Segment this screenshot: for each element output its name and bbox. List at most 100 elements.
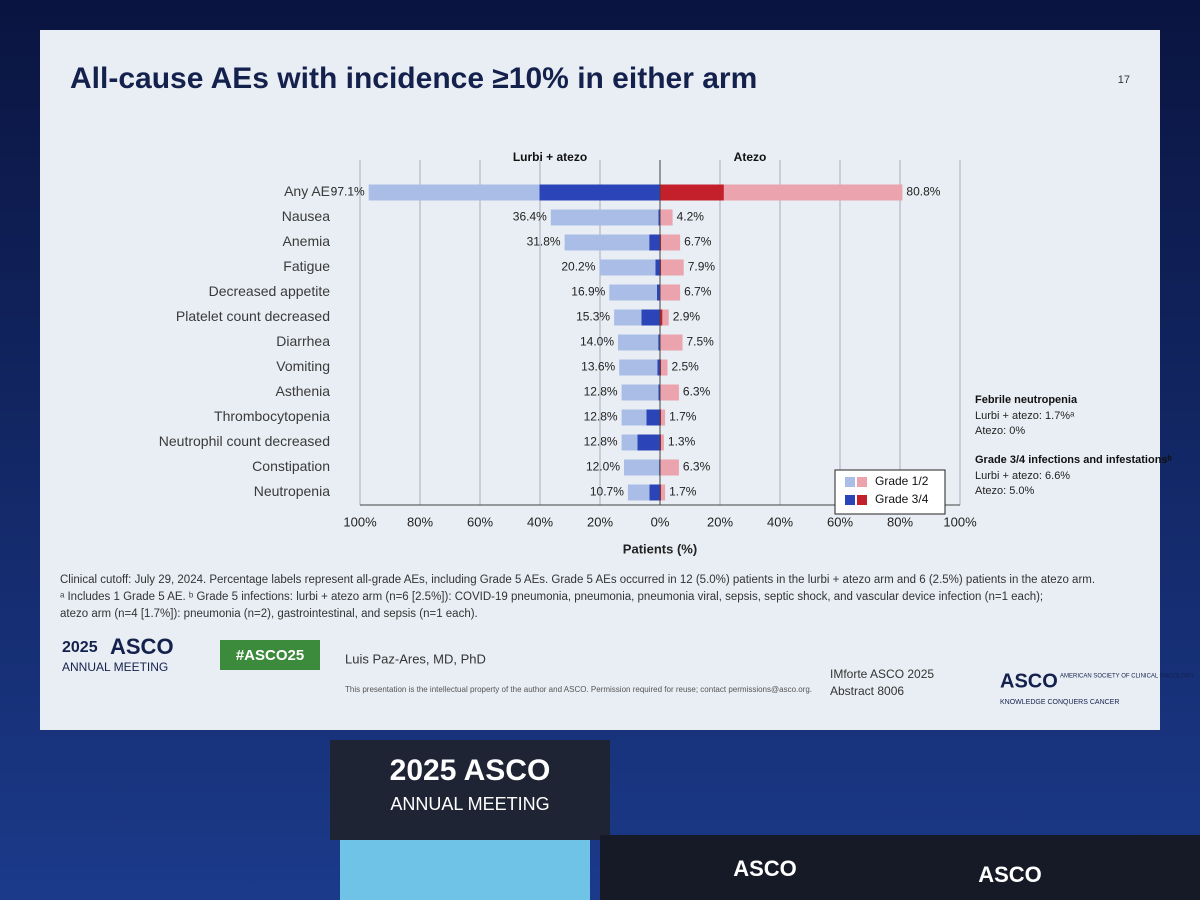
- bar-segment: [621, 409, 647, 426]
- category-label: Neutropenia: [254, 483, 330, 499]
- bar-segment: [658, 334, 660, 351]
- podium-base: [340, 840, 590, 900]
- category-label: Constipation: [252, 458, 330, 474]
- bar-segment: [661, 484, 666, 501]
- legend-swatch: [857, 495, 867, 505]
- category-label: Decreased appetite: [209, 283, 331, 299]
- org-full: AMERICAN SOCIETY OF CLINICAL ONCOLOGY: [1060, 674, 1194, 680]
- slide-number: 17: [1118, 74, 1130, 86]
- legend-label: Grade 1/2: [875, 474, 929, 488]
- abstract: Abstract 8006: [830, 684, 904, 698]
- bar-segment: [660, 284, 681, 301]
- arm-label: Atezo: [734, 150, 767, 164]
- bar-segment: [660, 384, 679, 401]
- note-heading: Grade 3/4 infections and infestationsᵇ: [975, 454, 1173, 466]
- bar-segment: [627, 484, 650, 501]
- value-label: 12.0%: [586, 460, 620, 474]
- bar-segment: [660, 409, 662, 426]
- x-tick-label: 0%: [651, 514, 670, 529]
- value-label: 6.7%: [684, 285, 712, 299]
- study: IMforte ASCO 2025: [830, 667, 934, 681]
- bar-segment: [599, 259, 656, 276]
- legend-swatch: [845, 477, 855, 487]
- x-tick-label: 20%: [707, 514, 733, 529]
- desk: [600, 835, 1200, 900]
- legend-label: Grade 3/4: [875, 492, 929, 506]
- bar-segment: [657, 284, 660, 301]
- bar-segment: [614, 309, 642, 326]
- chart-title: All-cause AEs with incidence ≥10% in eit…: [70, 62, 757, 95]
- value-label: 12.8%: [584, 410, 618, 424]
- category-label: Anemia: [283, 233, 331, 249]
- bar-segment: [657, 359, 660, 376]
- hashtag: #ASCO25: [236, 647, 304, 664]
- presenter: Luis Paz-Ares, MD, PhD: [345, 651, 486, 666]
- category-label: Neutrophil count decreased: [159, 433, 330, 449]
- hashtag-box: [220, 640, 320, 670]
- value-label: 10.7%: [590, 485, 624, 499]
- x-tick-label: 100%: [343, 514, 377, 529]
- meeting-sub: ANNUAL MEETING: [62, 660, 168, 674]
- category-label: Asthenia: [276, 383, 331, 399]
- bar-segment: [661, 259, 684, 276]
- bar-segment: [621, 434, 638, 451]
- bar-segment: [637, 434, 660, 451]
- bar-segment: [564, 234, 650, 251]
- bar-segment: [368, 184, 540, 201]
- bar-segment: [660, 484, 662, 501]
- bar-segment: [660, 334, 683, 351]
- bar-segment: [660, 309, 663, 326]
- value-label: 36.4%: [513, 210, 547, 224]
- bar-segment: [723, 184, 903, 201]
- x-tick-label: 100%: [943, 514, 977, 529]
- value-label: 2.5%: [672, 360, 700, 374]
- value-label: 1.3%: [668, 435, 696, 449]
- category-label: Thrombocytopenia: [214, 408, 330, 424]
- footnote: Clinical cutoff: July 29, 2024. Percenta…: [60, 574, 1095, 586]
- value-label: 31.8%: [527, 235, 561, 249]
- category-label: Vomiting: [276, 358, 330, 374]
- value-label: 6.3%: [683, 460, 711, 474]
- bar-segment: [649, 234, 660, 251]
- arm-label: Lurbi + atezo: [513, 150, 587, 164]
- bar-segment: [660, 209, 673, 226]
- category-label: Nausea: [282, 208, 330, 224]
- bar-segment: [621, 384, 659, 401]
- value-label: 6.3%: [683, 385, 711, 399]
- meeting-name: ASCO: [110, 634, 174, 659]
- bar-segment: [660, 259, 662, 276]
- value-label: 20.2%: [561, 260, 595, 274]
- x-tick-label: 40%: [767, 514, 793, 529]
- desk-logo: ASCO: [978, 862, 1042, 887]
- bar-segment: [618, 334, 659, 351]
- value-label: 7.9%: [688, 260, 716, 274]
- bar-segment: [661, 234, 681, 251]
- bar-segment: [624, 459, 660, 476]
- tagline: KNOWLEDGE CONQUERS CANCER: [1000, 699, 1119, 706]
- bar-segment: [539, 184, 660, 201]
- footnote: atezo arm (n=4 [1.7%]): pneumonia (n=2),…: [60, 608, 478, 620]
- bar-segment: [660, 184, 724, 201]
- value-label: 2.9%: [673, 310, 701, 324]
- bar-segment: [660, 234, 662, 251]
- disclaimer: This presentation is the intellectual pr…: [345, 685, 812, 694]
- bar-segment: [550, 209, 659, 226]
- podium-title: 2025 ASCO: [390, 754, 551, 787]
- value-label: 7.5%: [687, 335, 715, 349]
- bar-segment: [660, 434, 662, 451]
- category-label: Fatigue: [283, 258, 330, 274]
- desk-logo: ASCO: [733, 856, 797, 881]
- x-tick-label: 60%: [467, 514, 493, 529]
- bar-segment: [660, 359, 662, 376]
- bar-segment: [641, 309, 660, 326]
- bar-segment: [661, 359, 668, 376]
- bar-segment: [609, 284, 657, 301]
- value-label: 6.7%: [684, 235, 712, 249]
- category-label: Any AE: [284, 183, 330, 199]
- note-line: Atezo: 0%: [975, 425, 1025, 437]
- value-label: 14.0%: [580, 335, 614, 349]
- value-label: 13.6%: [581, 360, 615, 374]
- bar-segment: [661, 434, 664, 451]
- value-label: 80.8%: [906, 185, 940, 199]
- podium: [330, 740, 610, 840]
